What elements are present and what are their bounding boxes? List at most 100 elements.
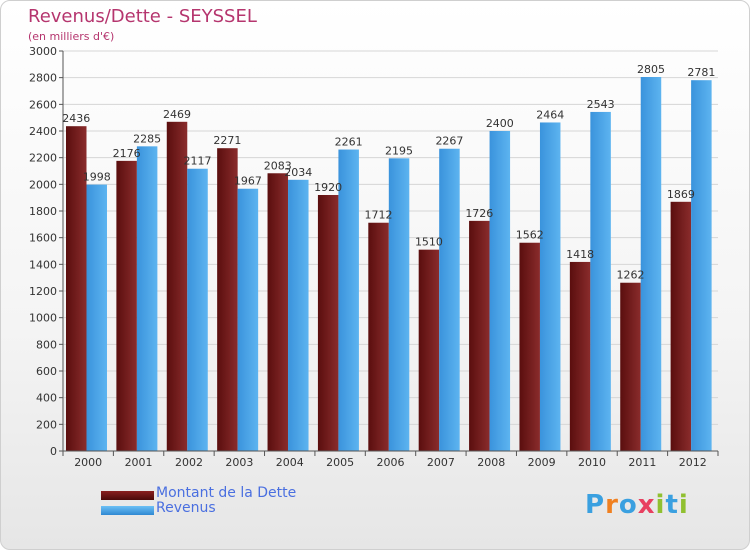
bar-dette-2006 — [368, 222, 389, 451]
y-tick-label-2400: 2400 — [29, 125, 57, 138]
bar-revenus-2004 — [288, 179, 309, 452]
data-label-revenus-2003: 1967 — [234, 175, 262, 188]
data-label-revenus-2012: 2781 — [687, 66, 715, 79]
data-label-revenus-2001: 2285 — [133, 132, 161, 145]
y-tick-label-2600: 2600 — [29, 98, 57, 111]
data-label-revenus-2008: 2400 — [486, 117, 514, 130]
data-label-dette-2000: 2436 — [62, 112, 90, 125]
logo-letter-6: i — [678, 490, 689, 520]
x-tick-label-2005: 2005 — [326, 456, 354, 469]
data-label-dette-2001: 2176 — [113, 147, 141, 160]
x-tick-label-2011: 2011 — [628, 456, 656, 469]
bar-dette-2011 — [620, 282, 641, 451]
y-tick-label-3000: 3000 — [29, 45, 57, 58]
data-label-dette-2009: 1562 — [516, 229, 544, 242]
data-label-revenus-2005: 2261 — [335, 136, 363, 149]
bar-dette-2001 — [116, 160, 137, 451]
bar-revenus-2001 — [136, 146, 158, 452]
bar-dette-2007 — [418, 249, 440, 451]
bar-revenus-2010 — [590, 111, 611, 451]
data-label-revenus-2004: 2034 — [284, 166, 312, 179]
y-tick-label-2200: 2200 — [29, 152, 57, 165]
bar-dette-2000 — [66, 126, 87, 451]
x-tick-label-2003: 2003 — [225, 456, 253, 469]
data-label-revenus-2006: 2195 — [385, 144, 413, 157]
x-tick-label-2008: 2008 — [477, 456, 505, 469]
data-label-dette-2003: 2271 — [213, 134, 241, 147]
y-tick-label-200: 200 — [36, 418, 57, 431]
logo-letter-4: i — [655, 490, 666, 520]
data-label-revenus-2011: 2805 — [637, 63, 665, 76]
bar-dette-2010 — [569, 261, 591, 451]
bar-dette-2003 — [217, 148, 238, 451]
data-label-dette-2007: 1510 — [415, 236, 443, 249]
y-tick-label-1200: 1200 — [29, 285, 57, 298]
bar-dette-2005 — [317, 195, 339, 451]
x-tick-label-2001: 2001 — [125, 456, 153, 469]
y-tick-label-1800: 1800 — [29, 205, 57, 218]
data-label-dette-2011: 1262 — [616, 269, 644, 282]
y-tick-label-800: 800 — [36, 338, 57, 351]
legend-swatch-dette — [101, 491, 154, 500]
data-label-revenus-2002: 2117 — [184, 155, 212, 168]
x-tick-label-2009: 2009 — [528, 456, 556, 469]
bar-revenus-2012 — [691, 80, 712, 451]
proxiti-logo: Proxiti — [585, 490, 689, 520]
bar-dette-2008 — [469, 220, 490, 451]
data-label-revenus-2000: 1998 — [83, 171, 111, 184]
bar-dette-2012 — [670, 201, 692, 451]
logo-letter-1: r — [605, 490, 619, 520]
chart-title: Revenus/Dette - SEYSSEL — [28, 6, 257, 27]
bars — [66, 77, 712, 452]
bar-dette-2002 — [166, 121, 188, 452]
bar-revenus-2003 — [237, 188, 259, 451]
data-label-revenus-2009: 2464 — [536, 108, 564, 121]
x-tick-label-2010: 2010 — [578, 456, 606, 469]
bar-dette-2004 — [267, 173, 289, 451]
logo-letter-5: t — [665, 490, 679, 520]
data-label-dette-2012: 1869 — [667, 188, 695, 201]
y-tick-label-2000: 2000 — [29, 178, 57, 191]
x-tick-label-2012: 2012 — [679, 456, 707, 469]
y-tick-label-0: 0 — [50, 445, 57, 458]
bar-dette-2009 — [519, 242, 540, 451]
bar-revenus-2009 — [539, 122, 561, 451]
x-tick-label-2007: 2007 — [427, 456, 455, 469]
logo-letter-2: o — [618, 490, 638, 520]
logo-letter-0: P — [585, 490, 606, 520]
y-tick-label-400: 400 — [36, 392, 57, 405]
bar-revenus-2006 — [388, 158, 410, 452]
bar-revenus-2000 — [86, 184, 107, 451]
legend-label-dette: Montant de la Dette — [156, 485, 297, 501]
legend-swatch-revenus — [101, 506, 154, 515]
y-tick-label-1400: 1400 — [29, 258, 57, 271]
axes: 0 200 400 600 800 1000 1200 1400 1600 1800 2000 220… — [29, 45, 719, 469]
data-label-dette-2004: 2083 — [264, 159, 292, 172]
data-label-dette-2005: 1920 — [314, 181, 342, 194]
chart-subtitle: (en milliers d'€) — [28, 30, 115, 43]
x-tick-label-2006: 2006 — [377, 456, 405, 469]
data-label-dette-2008: 1726 — [465, 207, 493, 220]
y-tick-label-2800: 2800 — [29, 72, 57, 85]
bar-revenus-2007 — [439, 148, 460, 451]
y-tick-label-1000: 1000 — [29, 312, 57, 325]
y-tick-label-600: 600 — [36, 365, 57, 378]
data-label-revenus-2007: 2267 — [435, 135, 463, 148]
legend-label-revenus: Revenus — [156, 500, 216, 516]
data-label-dette-2006: 1712 — [365, 209, 393, 222]
bar-revenus-2005 — [338, 149, 359, 452]
data-label-dette-2002: 2469 — [163, 108, 191, 121]
x-tick-label-2002: 2002 — [175, 456, 203, 469]
bar-revenus-2011 — [640, 77, 662, 451]
data-label-dette-2010: 1418 — [566, 248, 594, 261]
x-tick-label-2004: 2004 — [276, 456, 304, 469]
bar-revenus-2002 — [187, 168, 208, 451]
bar-revenus-2008 — [489, 131, 511, 451]
y-tick-label-1600: 1600 — [29, 232, 57, 245]
data-label-revenus-2010: 2543 — [587, 98, 615, 111]
logo-letter-3: x — [637, 490, 656, 520]
x-tick-label-2000: 2000 — [74, 456, 102, 469]
